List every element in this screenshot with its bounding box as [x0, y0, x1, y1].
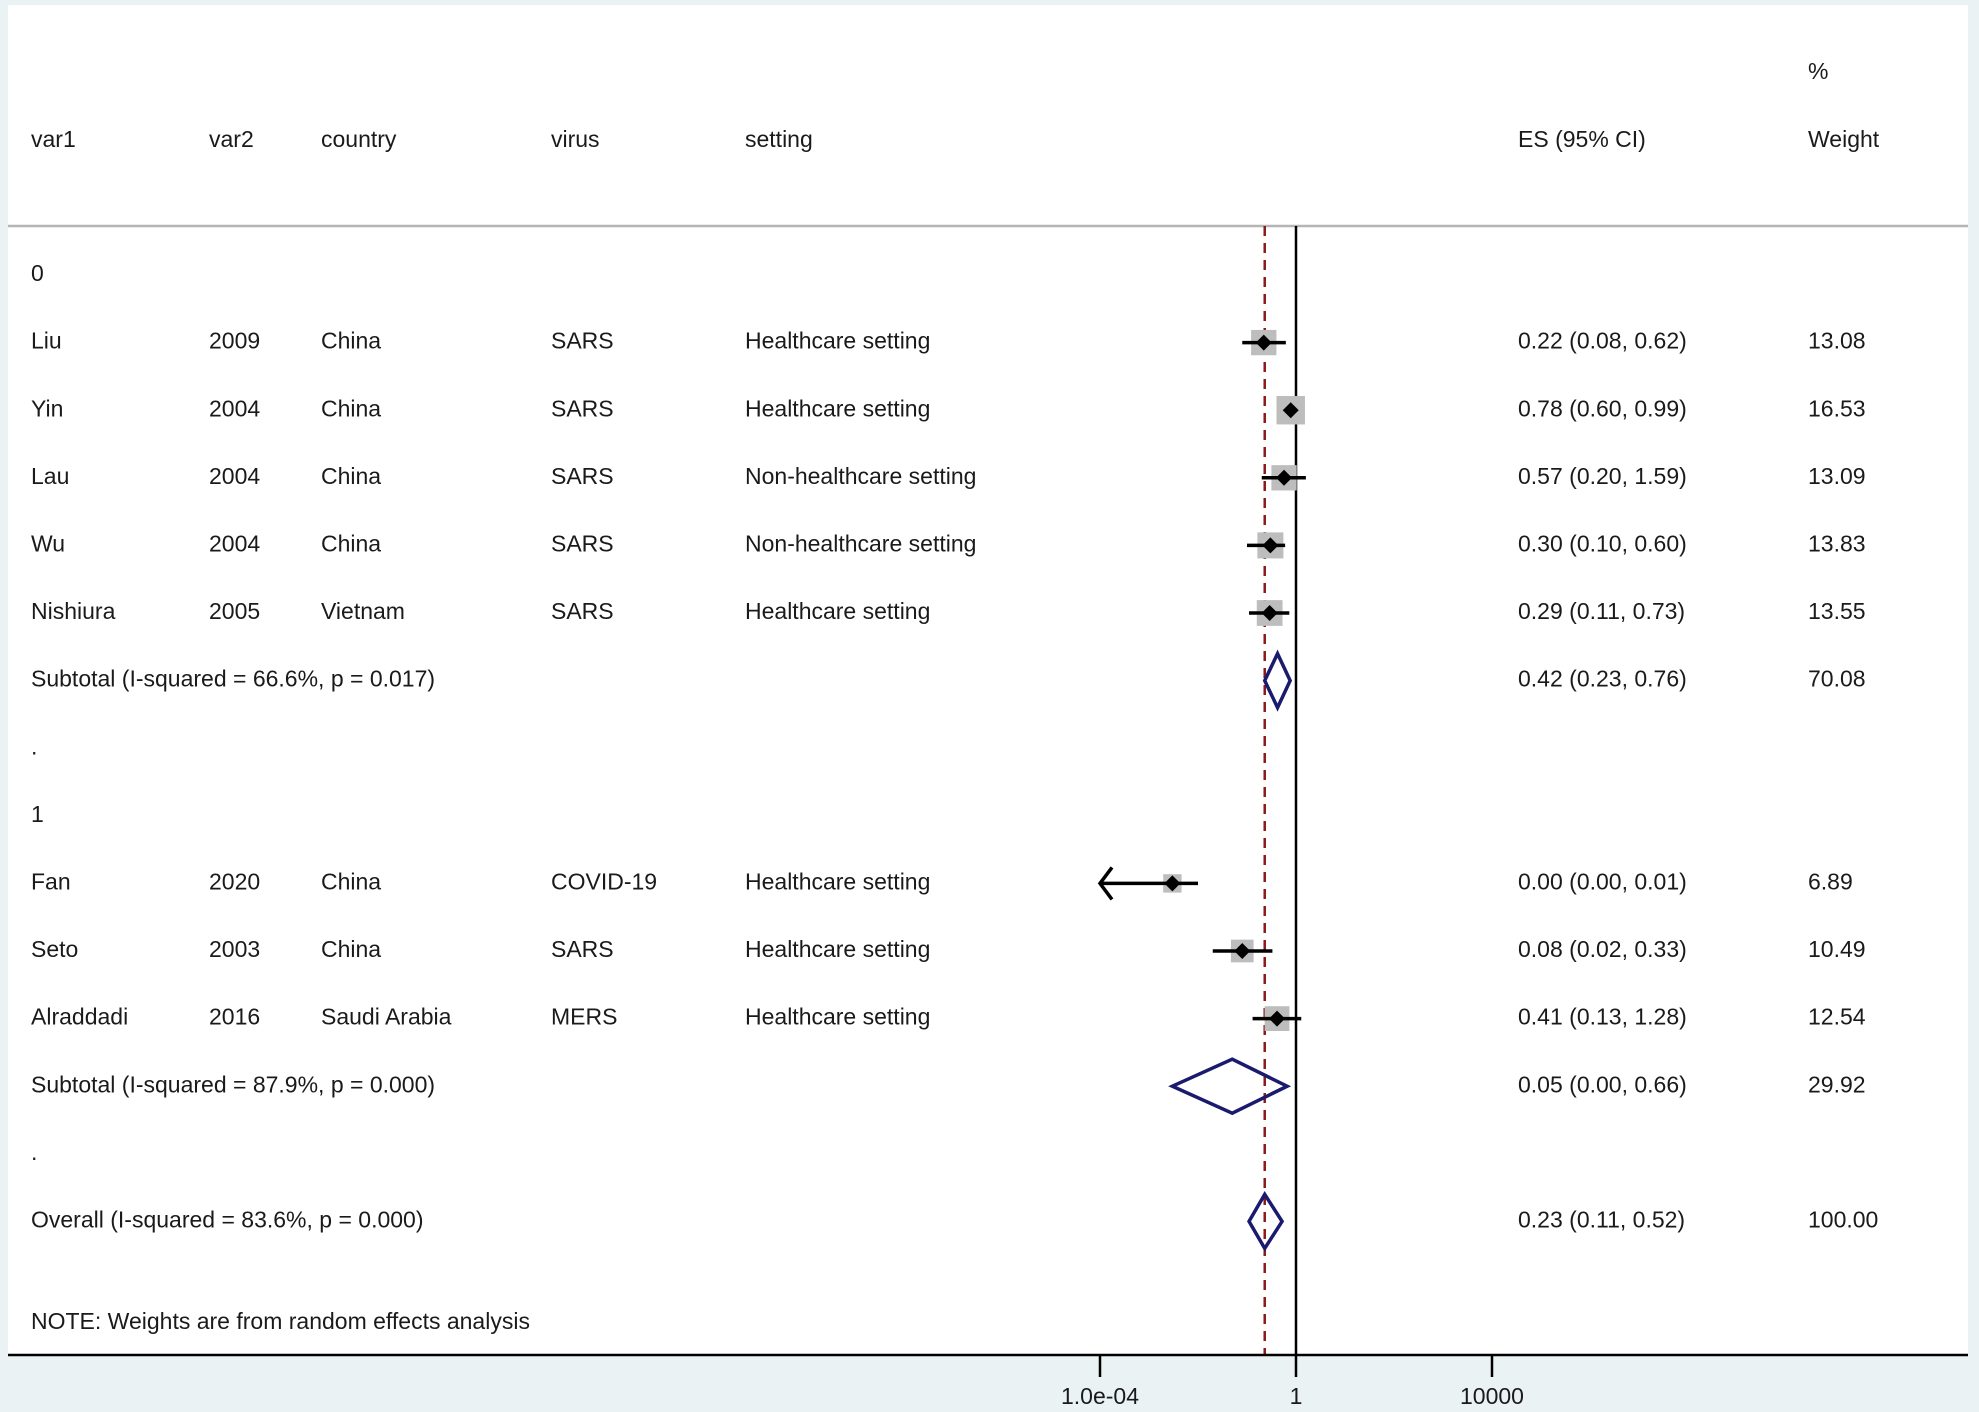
subtotal-diamond — [1168, 1057, 1292, 1116]
study-var2: 2009 — [209, 328, 260, 354]
study-es-ci: 0.00 (0.00, 0.01) — [1518, 868, 1687, 894]
study-setting: Healthcare setting — [745, 598, 930, 624]
study-var2: 2004 — [209, 463, 260, 489]
x-tick-label: 10000 — [1460, 1383, 1524, 1409]
study-virus: SARS — [551, 328, 614, 354]
point-estimate — [1261, 605, 1278, 621]
subtotal-weight: 29.92 — [1808, 1071, 1866, 1097]
overall-label: Overall (I-squared = 83.6%, p = 0.000) — [31, 1206, 424, 1232]
group-label: 1 — [31, 801, 44, 827]
study-var2: 2003 — [209, 936, 260, 962]
point-estimate — [1164, 875, 1181, 892]
study-es-ci: 0.57 (0.20, 1.59) — [1518, 463, 1687, 489]
point-estimate — [1255, 334, 1272, 351]
study-virus: COVID-19 — [551, 868, 657, 894]
study-var2: 2020 — [209, 868, 260, 894]
subtotal-es-ci: 0.42 (0.23, 0.76) — [1518, 666, 1687, 692]
overall-weight: 100.00 — [1808, 1206, 1878, 1232]
study-weight: 13.08 — [1808, 328, 1866, 354]
study-virus: SARS — [551, 936, 614, 962]
study-var1: Lau — [31, 463, 69, 489]
study-country: China — [321, 328, 381, 354]
study-setting: Healthcare setting — [745, 395, 930, 421]
study-virus: SARS — [551, 598, 614, 624]
header-var2: var2 — [209, 126, 254, 152]
header-country: country — [321, 126, 397, 152]
subtotal-label: Subtotal (I-squared = 66.6%, p = 0.017) — [31, 666, 435, 692]
header-virus: virus — [551, 126, 600, 152]
study-var1: Fan — [31, 868, 71, 894]
footnote: NOTE: Weights are from random effects an… — [31, 1308, 530, 1334]
point-estimate — [1262, 537, 1279, 554]
study-weight: 13.09 — [1808, 463, 1866, 489]
study-var2: 2005 — [209, 598, 260, 624]
overall-diamond — [1247, 1191, 1285, 1252]
study-var1: Seto — [31, 936, 78, 962]
study-weight: 12.54 — [1808, 1004, 1866, 1030]
header-weight-percent: % — [1808, 58, 1828, 84]
header-var1: var1 — [31, 126, 76, 152]
study-es-ci: 0.08 (0.02, 0.33) — [1518, 936, 1687, 962]
study-var1: Nishiura — [31, 598, 116, 624]
study-weight: 6.89 — [1808, 868, 1853, 894]
study-var1: Wu — [31, 530, 65, 556]
header-weight: Weight — [1808, 126, 1880, 152]
subtotal-es-ci: 0.05 (0.00, 0.66) — [1518, 1071, 1687, 1097]
point-estimate — [1276, 469, 1293, 486]
subtotal-diamond — [1262, 649, 1293, 712]
spacer-label: . — [31, 1139, 37, 1165]
study-country: China — [321, 530, 381, 556]
study-setting: Healthcare setting — [745, 868, 930, 894]
study-es-ci: 0.30 (0.10, 0.60) — [1518, 530, 1687, 556]
study-var1: Liu — [31, 328, 62, 354]
study-var1: Yin — [31, 395, 63, 421]
study-virus: SARS — [551, 530, 614, 556]
point-estimate — [1269, 1010, 1286, 1027]
study-weight: 13.83 — [1808, 530, 1866, 556]
point-estimate — [1282, 402, 1299, 419]
study-setting: Non-healthcare setting — [745, 463, 976, 489]
study-setting: Non-healthcare setting — [745, 530, 976, 556]
study-virus: SARS — [551, 463, 614, 489]
study-es-ci: 0.22 (0.08, 0.62) — [1518, 328, 1687, 354]
x-tick-label: 1 — [1290, 1383, 1303, 1409]
study-es-ci: 0.41 (0.13, 1.28) — [1518, 1004, 1687, 1030]
study-es-ci: 0.29 (0.11, 0.73) — [1518, 598, 1685, 624]
plot-area — [8, 5, 1968, 1355]
study-setting: Healthcare setting — [745, 1004, 930, 1030]
overall-es-ci: 0.23 (0.11, 0.52) — [1518, 1206, 1685, 1232]
study-weight: 13.55 — [1808, 598, 1866, 624]
study-country: China — [321, 868, 381, 894]
header-setting: setting — [745, 126, 813, 152]
study-country: China — [321, 463, 381, 489]
study-country: China — [321, 395, 381, 421]
x-tick-label: 1.0e-04 — [1061, 1383, 1139, 1409]
study-country: China — [321, 936, 381, 962]
study-var2: 2004 — [209, 530, 260, 556]
point-estimate — [1234, 943, 1251, 959]
study-virus: MERS — [551, 1004, 617, 1030]
study-es-ci: 0.78 (0.60, 0.99) — [1518, 395, 1687, 421]
subtotal-label: Subtotal (I-squared = 87.9%, p = 0.000) — [31, 1071, 435, 1097]
study-country: Vietnam — [321, 598, 405, 624]
header-es-ci: ES (95% CI) — [1518, 126, 1646, 152]
study-setting: Healthcare setting — [745, 328, 930, 354]
study-weight: 16.53 — [1808, 395, 1866, 421]
study-setting: Healthcare setting — [745, 936, 930, 962]
group-label: 0 — [31, 260, 44, 286]
study-var2: 2004 — [209, 395, 260, 421]
study-weight: 10.49 — [1808, 936, 1866, 962]
study-var1: Alraddadi — [31, 1004, 128, 1030]
truncation-arrow — [1097, 866, 1114, 901]
study-country: Saudi Arabia — [321, 1004, 452, 1030]
study-var2: 2016 — [209, 1004, 260, 1030]
spacer-label: . — [31, 733, 37, 759]
study-virus: SARS — [551, 395, 614, 421]
subtotal-weight: 70.08 — [1808, 666, 1866, 692]
